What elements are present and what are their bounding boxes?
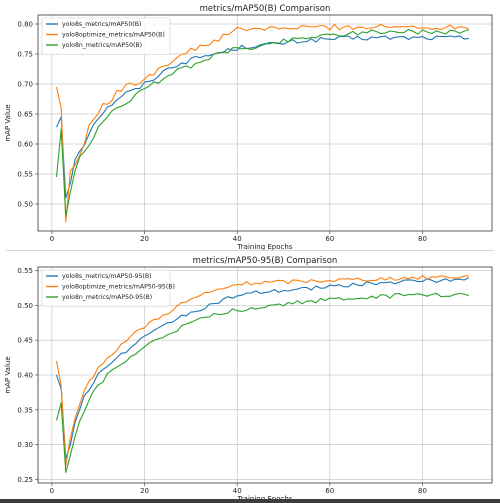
series-line (55, 275, 469, 467)
y-tick-label: 0.30 (17, 441, 33, 449)
x-axis-label: Training Epochs (237, 243, 293, 250)
chart-title: metrics/mAP50-95(B) Comparison (193, 256, 338, 266)
series-line (55, 23, 470, 223)
window-bottom-edge (0, 499, 500, 503)
plot-frame (37, 14, 493, 232)
legend-entry: yolo8s_metrics/mAP50(B) (62, 21, 141, 28)
legend: yolo8s_metrics/mAP50(B) yolo8optimize_met… (41, 17, 171, 55)
y-tick-label: 0.55 (17, 171, 33, 179)
series-lines (55, 275, 470, 474)
y-tick-label: 0.40 (17, 372, 33, 380)
legend-entry: yolo8s_metrics/mAP50-95(B) (62, 273, 151, 280)
series-line (55, 292, 469, 474)
y-tick-label: 0.80 (17, 21, 33, 29)
legend-entry: yolo8n_metrics/mAP50(B) (62, 42, 142, 49)
y-axis-label: mAP Value (4, 356, 12, 393)
chart-divider (6, 250, 494, 251)
y-tick-label: 0.25 (17, 476, 33, 484)
y-tick-label: 0.75 (17, 51, 33, 59)
x-tick-label: 60 (325, 487, 334, 495)
y-tick-label: 0.70 (17, 81, 33, 89)
y-tick-label: 0.55 (17, 267, 33, 275)
y-tick-label: 0.65 (17, 111, 33, 119)
chart-title: metrics/mAP50(B) Comparison (200, 4, 331, 14)
y-tick-label: 0.50 (17, 302, 33, 310)
series-lines (55, 23, 470, 223)
x-tick-label: 40 (233, 235, 242, 243)
legend: yolo8s_metrics/mAP50-95(B) yolo8optimize_… (41, 269, 175, 307)
map50-chart: metrics/mAP50(B) Comparison 0 20 40 60 80 0.50… (4, 4, 493, 250)
x-tick-label: 80 (418, 487, 427, 495)
series-line (55, 277, 470, 460)
y-axis-label: mAP Value (4, 104, 12, 141)
y-tick-label: 0.50 (17, 201, 33, 209)
x-tick-label: 20 (140, 235, 149, 243)
legend-box (41, 269, 171, 307)
legend-entry: yolo8optimize_metrics/mAP50-95(B) (62, 284, 175, 291)
series-line (56, 35, 469, 199)
x-axis-label: Training Epochs (237, 495, 293, 502)
x-tick-label: 20 (140, 487, 149, 495)
y-tick-label: 0.45 (17, 337, 33, 345)
x-tick-label: 80 (418, 235, 427, 243)
legend-entry: yolo8n_metrics/mAP50-95(B) (62, 294, 152, 301)
x-tick-label: 60 (325, 235, 334, 243)
legend-box (41, 17, 171, 55)
map50-95-chart: metrics/mAP50-95(B) Comparison 0 20 40 60 80 0… (4, 256, 493, 502)
y-tick-label: 0.60 (17, 141, 33, 149)
legend-entry: yolo8optimize_metrics/mAP50(B) (62, 32, 165, 39)
plot-frame (37, 266, 493, 484)
series-line (55, 28, 469, 217)
x-tick-label: 40 (233, 487, 242, 495)
x-tick-label: 0 (50, 235, 54, 243)
y-tick-label: 0.35 (17, 406, 33, 414)
x-tick-label: 0 (50, 487, 54, 495)
